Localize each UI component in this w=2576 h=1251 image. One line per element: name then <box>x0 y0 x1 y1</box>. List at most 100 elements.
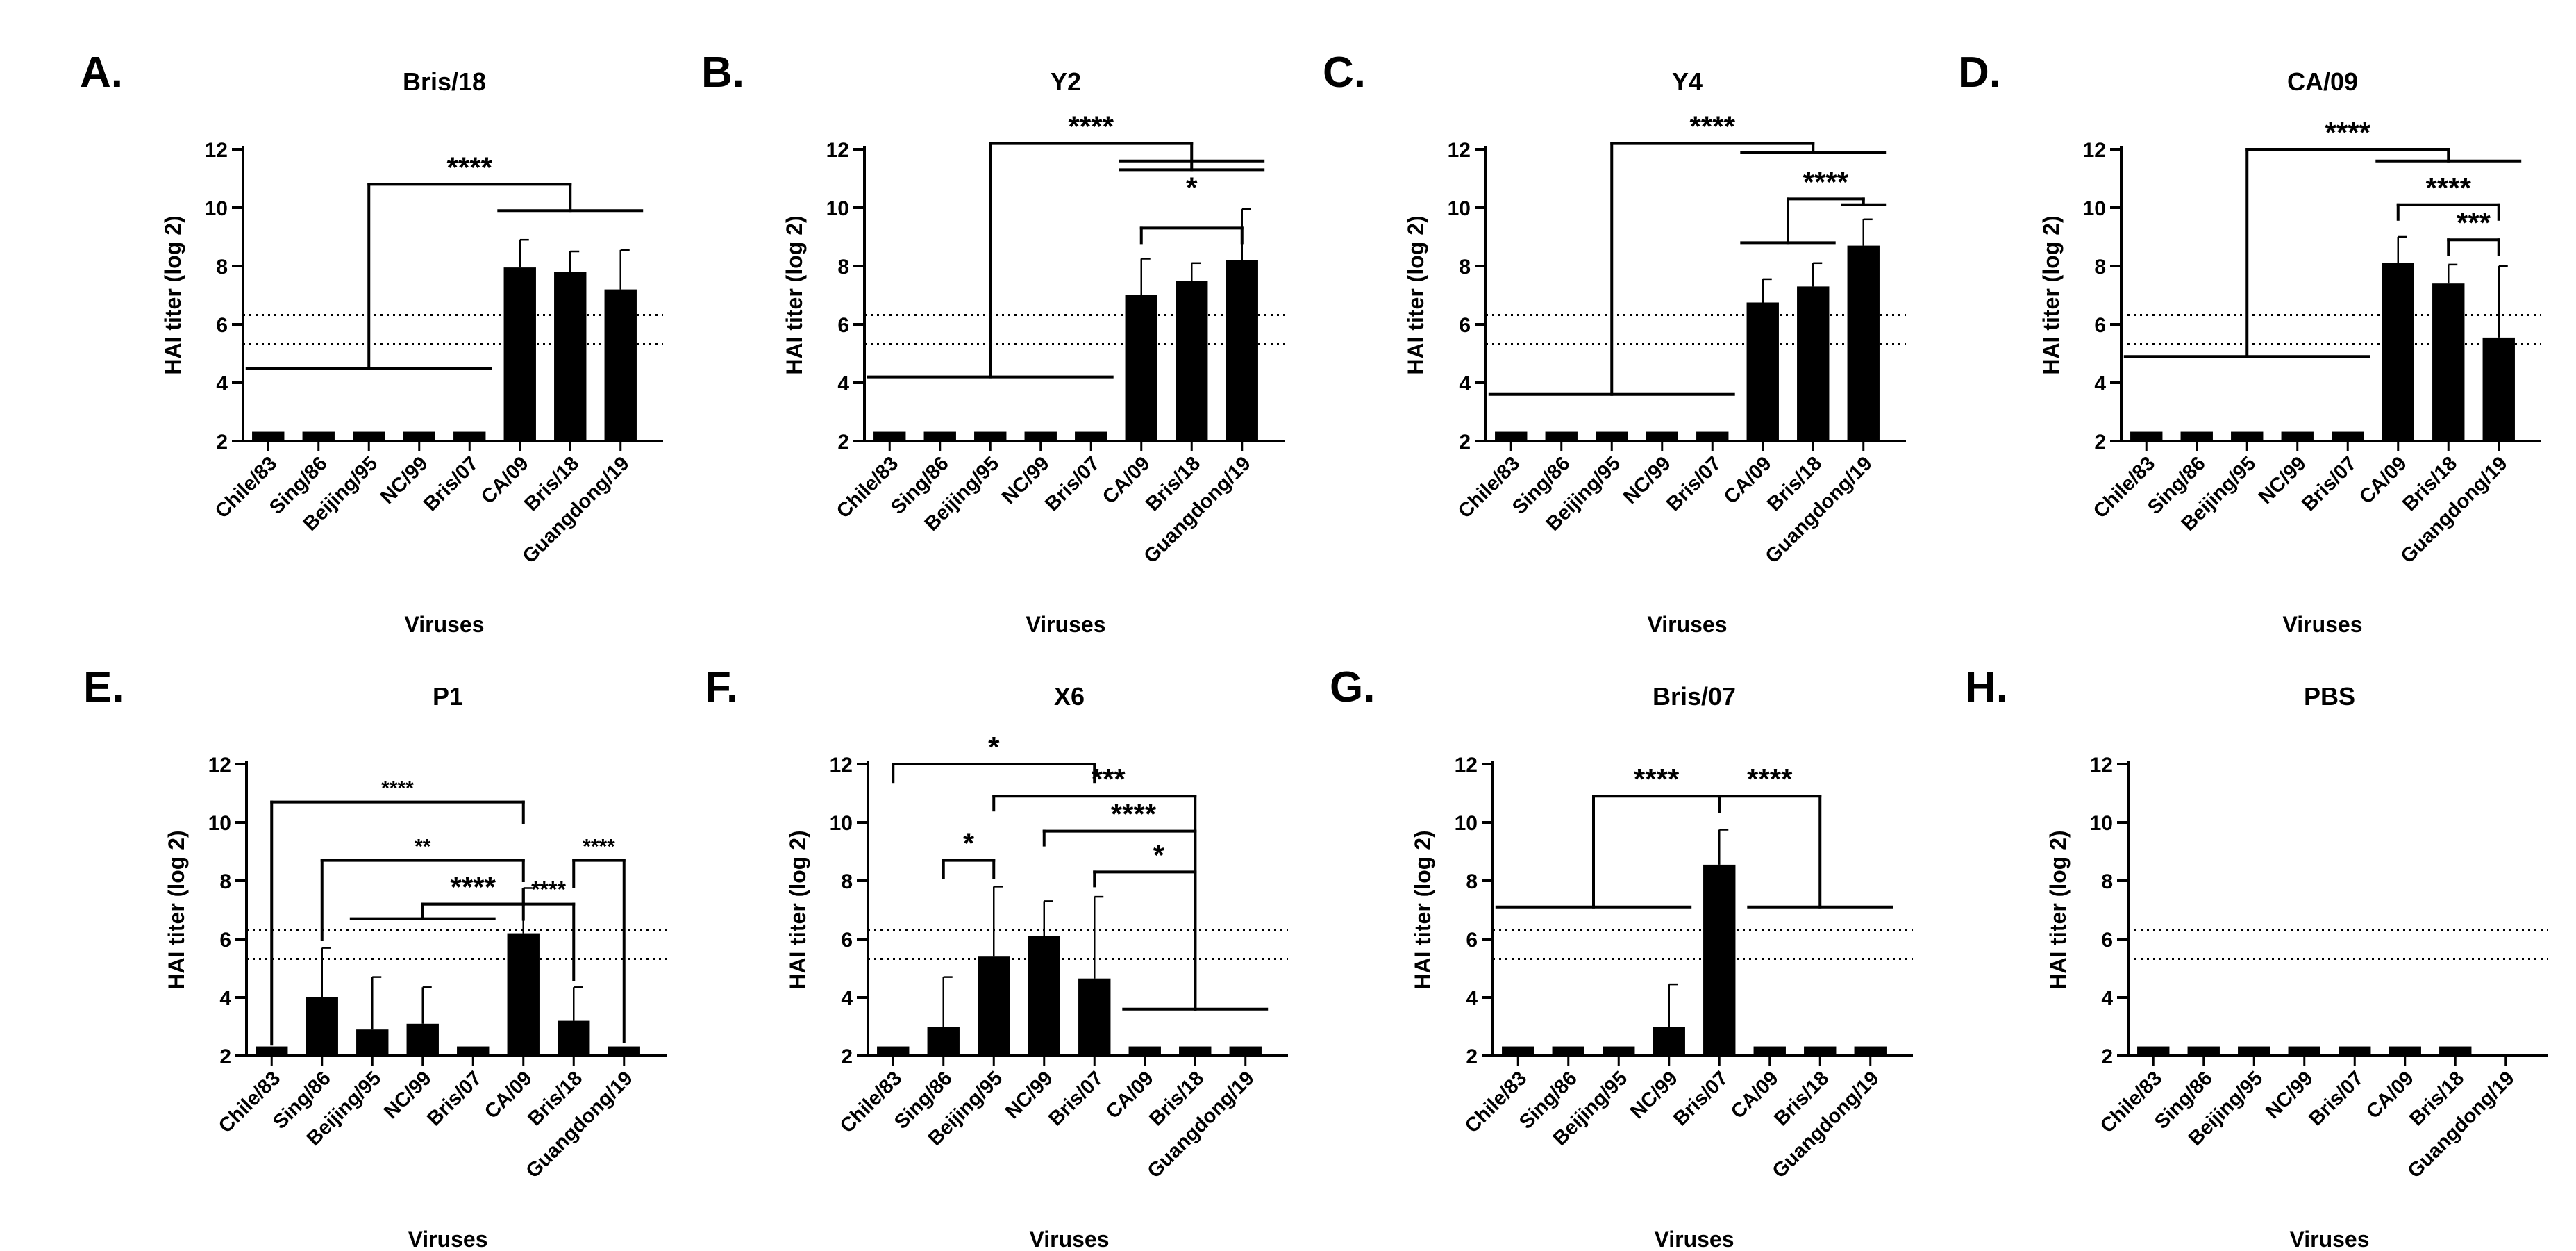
y-tick-label: 2 <box>2101 1045 2113 1068</box>
x-tick-label: Chile/83 <box>836 1067 906 1137</box>
x-tick-label: Chile/83 <box>1454 452 1524 522</box>
bar-bris-07 <box>2339 1046 2371 1056</box>
x-tick-label: Bris/07 <box>2298 452 2361 515</box>
bar-ca-09 <box>1125 295 1157 441</box>
x-tick-label: Chile/83 <box>215 1067 285 1137</box>
bar-guangdong-19 <box>1847 245 1880 441</box>
chart-title: Bris/07 <box>1653 682 1736 711</box>
bar-chile-83 <box>1502 1046 1534 1056</box>
y-tick-label: 8 <box>2094 256 2106 279</box>
x-tick-label: Chile/83 <box>833 452 903 522</box>
bar-bris-07 <box>1703 864 1736 1056</box>
y-tick-label: 4 <box>1459 372 1471 395</box>
bar-guangdong-19 <box>1229 1046 1262 1056</box>
significance-label: **** <box>531 877 566 902</box>
bar-chile-83 <box>877 1046 910 1056</box>
y-tick-label: 10 <box>205 197 228 220</box>
bar-guangdong-19 <box>608 1046 640 1056</box>
significance-label: ** <box>415 836 431 859</box>
y-tick-label: 6 <box>219 929 231 952</box>
bar-sing-86 <box>306 997 338 1056</box>
panel-label: H. <box>1965 663 2008 711</box>
panel-label: D. <box>1958 49 2001 97</box>
significance-label: * <box>988 731 1000 763</box>
significance-label: **** <box>2325 116 2371 149</box>
y-tick-label: 8 <box>2101 870 2113 893</box>
bar-beijing-95 <box>974 431 1007 441</box>
bar-sing-86 <box>2180 431 2213 441</box>
y-tick-label: 12 <box>1448 139 1471 162</box>
y-axis-label: HAI titer (log 2) <box>160 215 185 374</box>
y-tick-label: 12 <box>1455 754 1478 777</box>
y-tick-label: 12 <box>205 139 228 162</box>
bar-ca-09 <box>507 933 540 1056</box>
x-tick-label: Bris/07 <box>1662 452 1725 515</box>
x-axis-label: Viruses <box>2282 612 2362 637</box>
x-tick-label: Bris/07 <box>1669 1067 1732 1130</box>
bar-bris-18 <box>1804 1046 1837 1056</box>
y-tick-label: 2 <box>219 1045 231 1068</box>
y-tick-label: 10 <box>1448 197 1471 220</box>
y-tick-label: 4 <box>837 372 849 395</box>
bar-ca-09 <box>1753 1046 1786 1056</box>
y-tick-label: 12 <box>2083 139 2106 162</box>
bar-chile-83 <box>2130 431 2163 441</box>
x-axis-label: Viruses <box>1647 612 1727 637</box>
significance-label: **** <box>1634 763 1680 795</box>
bar-beijing-95 <box>1603 1046 1635 1056</box>
x-axis-label: Viruses <box>2289 1227 2369 1251</box>
bar-sing-86 <box>302 431 335 441</box>
chart-title: P1 <box>433 682 463 711</box>
bar-nc-99 <box>1024 431 1057 441</box>
bar-bris-07 <box>1078 978 1111 1056</box>
bar-beijing-95 <box>978 956 1010 1056</box>
significance-label: **** <box>381 777 414 800</box>
y-tick-label: 6 <box>2101 929 2113 952</box>
x-tick-label: Chile/83 <box>1461 1067 1531 1137</box>
y-tick-label: 4 <box>2094 372 2106 395</box>
bar-beijing-95 <box>356 1029 389 1056</box>
chart-panel-ca-09: D. CA/0924681012Chile/83Sing/86Beijing/95… <box>1958 49 2541 637</box>
bar-nc-99 <box>1646 431 1678 441</box>
bar-nc-99 <box>2288 1046 2320 1056</box>
bar-ca-09 <box>503 267 536 441</box>
y-tick-label: 6 <box>1466 929 1478 952</box>
x-axis-label: Viruses <box>404 612 484 637</box>
x-tick-label: Bris/07 <box>419 452 483 515</box>
x-tick-label: Bris/07 <box>1041 452 1104 515</box>
y-axis-label: HAI titer (log 2) <box>2046 830 2071 989</box>
bar-bris-07 <box>453 431 486 441</box>
y-tick-label: 8 <box>216 256 228 279</box>
x-axis-label: Viruses <box>1026 612 1105 637</box>
y-tick-label: 10 <box>830 812 853 835</box>
y-tick-label: 10 <box>826 197 849 220</box>
bar-chile-83 <box>252 431 285 441</box>
y-tick-label: 10 <box>208 812 231 835</box>
x-tick-label: Chile/83 <box>2089 452 2159 522</box>
bar-nc-99 <box>403 431 435 441</box>
significance-label: **** <box>583 836 615 859</box>
panel-label: C. <box>1323 49 1366 97</box>
y-tick-label: 4 <box>219 987 231 1010</box>
x-tick-label: Bris/07 <box>423 1067 486 1130</box>
x-axis-label: Viruses <box>1654 1227 1734 1251</box>
bar-ca-09 <box>2382 263 2414 441</box>
bar-sing-86 <box>927 1027 960 1056</box>
bar-bris-18 <box>558 1020 590 1056</box>
significance-label: **** <box>1803 165 1849 198</box>
y-tick-label: 6 <box>1459 314 1471 337</box>
bar-bris-07 <box>457 1046 490 1056</box>
y-tick-label: 12 <box>2090 754 2113 777</box>
panel-label: G. <box>1330 663 1375 711</box>
chart-panel-p1: E. P124681012Chile/83Sing/86Beijing/95NC/… <box>83 663 667 1251</box>
y-tick-label: 2 <box>837 431 849 454</box>
x-axis-label: Viruses <box>408 1227 487 1251</box>
y-tick-label: 2 <box>216 431 228 454</box>
significance-label: * <box>1153 838 1165 871</box>
bar-bris-18 <box>2439 1046 2472 1056</box>
significance-label: **** <box>2426 172 2472 204</box>
y-tick-label: 4 <box>1466 987 1478 1010</box>
y-tick-label: 6 <box>841 929 853 952</box>
bar-bris-18 <box>1797 286 1830 441</box>
bar-guangdong-19 <box>1854 1046 1887 1056</box>
